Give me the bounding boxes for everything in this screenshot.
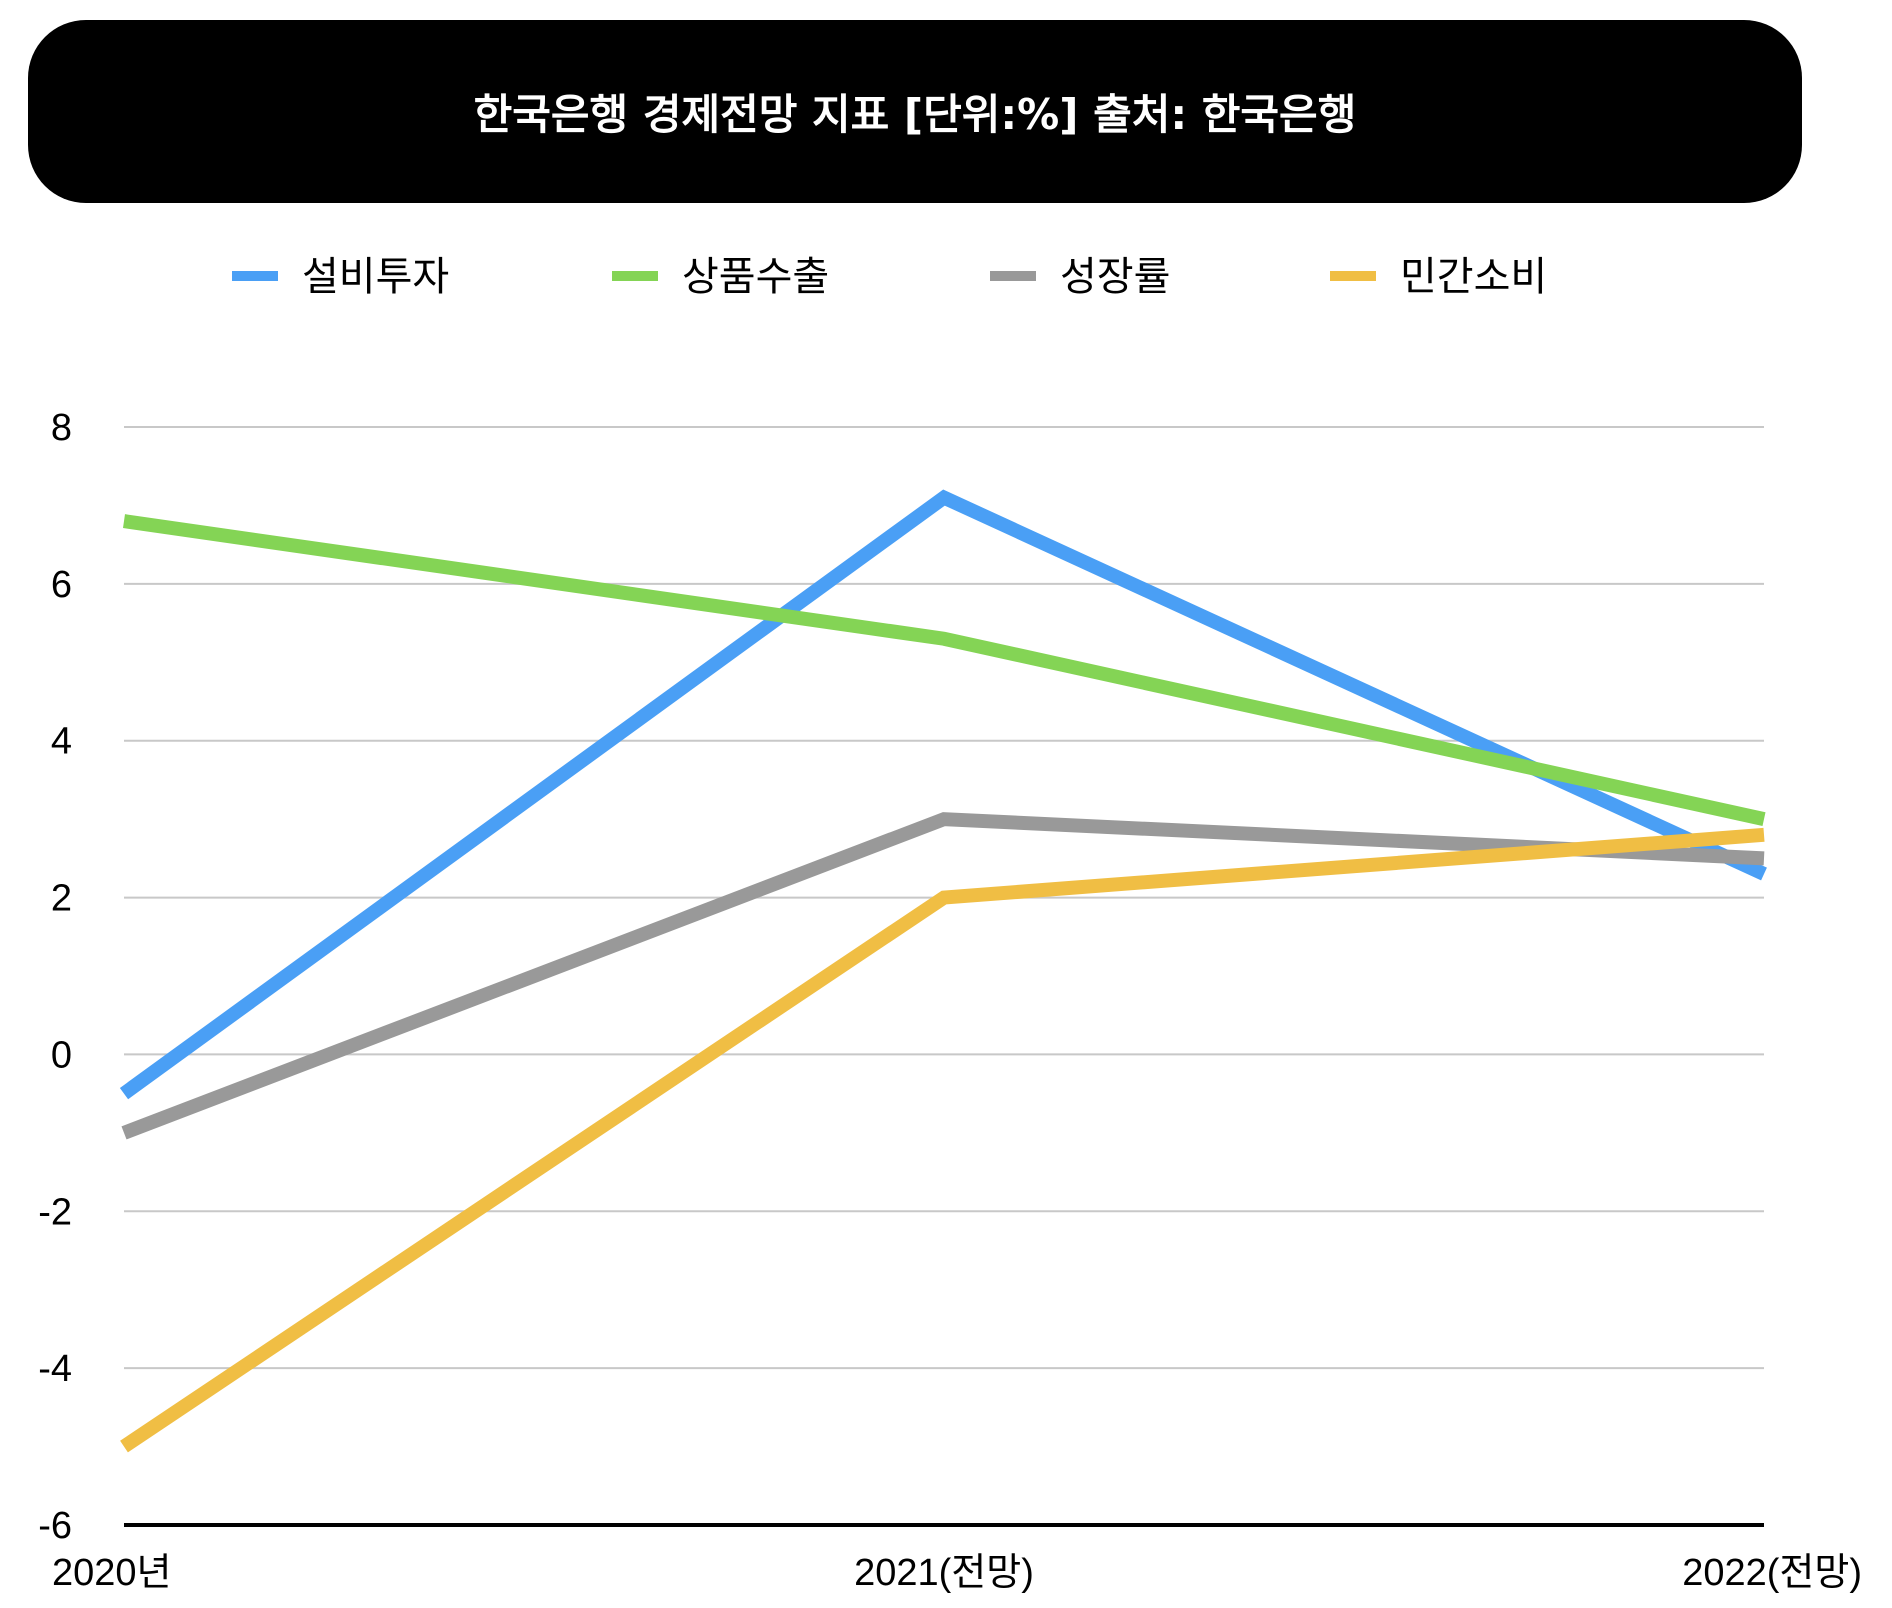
series-line-1 (119, 489, 1767, 1100)
x-tick-label: 2022(전망) (1682, 1552, 1862, 1594)
y-tick-label: -2 (38, 1191, 72, 1233)
series-line-2 (123, 514, 1766, 826)
legend-label: 민간소비 (1400, 254, 1547, 300)
y-tick-label: 2 (51, 878, 72, 920)
series-line-4 (120, 827, 1765, 1453)
chart-title: 한국은행 경제전망 지표 [단위:%] 출처: 한국은행 (473, 90, 1357, 139)
legend-label: 상품수출 (682, 254, 829, 300)
y-tick-label: 8 (51, 407, 72, 449)
y-tick-label: 4 (51, 721, 72, 763)
series-lines (119, 489, 1767, 1453)
y-tick-label: -6 (38, 1505, 72, 1547)
x-tick-label: 2020년 (52, 1552, 172, 1594)
y-tick-label: -4 (38, 1348, 72, 1390)
y-axis-ticks: 8 6 4 2 0 -2 -4 -6 (38, 407, 72, 1547)
x-tick-label: 2021(전망) (854, 1552, 1034, 1594)
series-line-3 (121, 812, 1765, 1140)
chart-title-bar: 한국은행 경제전망 지표 [단위:%] 출처: 한국은행 (28, 20, 1802, 203)
legend: 설비투자 상품수출 성장률 민간소비 (232, 254, 1547, 300)
x-axis-ticks: 2020년 2021(전망) 2022(전망) (52, 1552, 1862, 1594)
y-tick-label: 0 (51, 1034, 72, 1076)
y-tick-label: 6 (51, 564, 72, 606)
legend-label: 설비투자 (302, 254, 449, 300)
legend-label: 성장률 (1060, 254, 1170, 300)
